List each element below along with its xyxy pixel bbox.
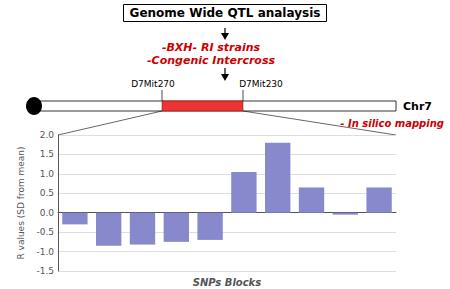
svg-text:Chr7: Chr7 [403,100,432,113]
svg-text:-Congenic Intercross: -Congenic Intercross [147,54,275,67]
svg-text:D7Mit270: D7Mit270 [131,79,175,89]
svg-text:-BXH- RI strains: -BXH- RI strains [162,41,261,54]
svg-text:-1.5: -1.5 [36,266,54,276]
svg-text:R values (SD from mean): R values (SD from mean) [16,146,26,259]
svg-text:D7Mit230: D7Mit230 [239,79,283,89]
svg-text:2.0: 2.0 [40,130,55,140]
svg-text:-1.0: -1.0 [36,247,54,257]
svg-text:- In silico mapping: - In silico mapping [340,118,444,129]
svg-text:0.0: 0.0 [40,208,55,218]
svg-text:SNPs Blocks: SNPs Blocks [193,277,261,288]
svg-text:0.5: 0.5 [40,188,54,198]
svg-text:1.5: 1.5 [40,149,54,159]
svg-text:Genome Wide QTL analaysis: Genome Wide QTL analaysis [130,6,321,20]
svg-text:-0.5: -0.5 [36,227,54,237]
svg-text:1.0: 1.0 [40,169,55,179]
